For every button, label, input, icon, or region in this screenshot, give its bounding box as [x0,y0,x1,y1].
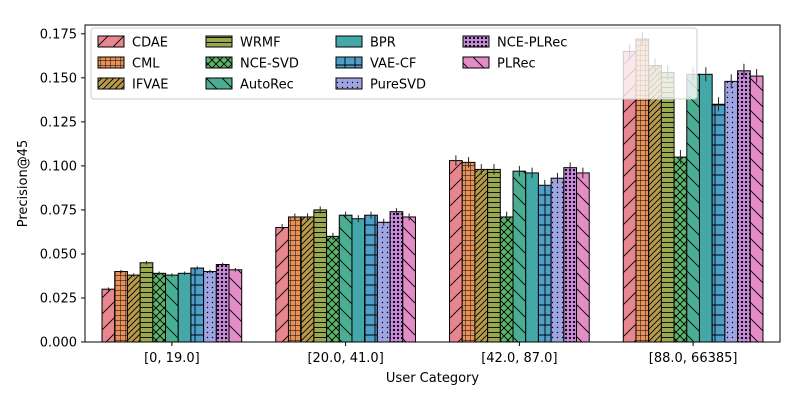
legend-label: CDAE [132,36,168,51]
bar [487,168,501,343]
bar [139,262,154,343]
bar [737,70,751,343]
legend-swatch [462,56,490,69]
bar [215,264,230,343]
bar [449,160,463,343]
bar [499,216,514,343]
legend-swatch [205,56,233,69]
bar [300,216,315,343]
bar [537,184,552,343]
bar [576,172,590,343]
legend-item: AutoRec [205,77,294,93]
legend-label: NCE-PLRec [497,36,567,51]
bar [660,72,675,343]
legend: CDAE CML IFVAE WRMF NCE-SVD AutoRec BPR VAE-CF P… [90,27,698,100]
y-tick-label: 0.150 [40,71,77,86]
axes-spine [84,24,781,343]
bar [338,214,353,343]
legend-label: CML [132,57,160,72]
y-tick-label: 0.025 [40,291,77,306]
legend-item: NCE-SVD [205,56,299,72]
legend-item: VAE-CF [335,56,416,72]
bar [313,209,328,343]
bar [364,214,378,343]
legend-item: PLRec [462,56,536,72]
bar [152,272,167,343]
legend-item: NCE-PLRec [462,35,567,51]
y-tick-label: 0.125 [40,115,77,130]
x-tick-label: [20.0, 41.0] [307,351,383,366]
bar [326,235,340,343]
bar [563,167,578,343]
bar [698,73,713,343]
bar [203,271,217,343]
bar [673,156,688,343]
legend-swatch [335,35,363,48]
x-tick-label: [88.0, 66385] [649,351,738,366]
y-tick-label: 0.100 [40,159,77,174]
bar [402,216,416,343]
x-tick-label: [42.0, 87.0] [481,351,557,366]
y-tick-label: 0.050 [40,247,77,262]
bar [724,80,739,343]
legend-swatch [97,77,125,90]
legend-swatch [462,35,490,48]
legend-item: CML [97,56,160,72]
bar [177,272,192,343]
y-tick-label: 0.175 [40,27,77,42]
legend-swatch [335,77,363,90]
x-tick-label: [0, 19.0] [144,351,200,366]
legend-swatch [97,35,125,48]
bar [389,211,404,343]
legend-label: BPR [370,36,396,51]
bar [686,73,700,343]
legend-label: NCE-SVD [240,57,299,72]
legend-item: PureSVD [335,77,426,93]
axes-border [84,24,781,343]
legend-label: IFVAE [132,78,168,93]
legend-label: VAE-CF [370,57,416,72]
bar [376,221,391,343]
bar [190,267,205,343]
bar [114,271,128,343]
bar [101,288,116,343]
bar [474,168,489,343]
y-tick-label: 0.075 [40,203,77,218]
bar [648,65,662,343]
bar [351,218,366,343]
bar [525,172,539,343]
legend-swatch [335,56,363,69]
legend-label: WRMF [240,36,281,51]
bar [749,75,764,343]
y-axis-label: Precision@45 [16,140,31,228]
legend-swatch [205,35,233,48]
x-axis: [0, 19.0] [20.0, 41.0] [42.0, 87.0] [88.0, … [144,342,737,366]
legend-item: IFVAE [97,77,168,93]
bar [287,216,302,343]
bar [711,103,726,343]
bar [165,274,179,343]
x-axis-label: User Category [386,371,479,386]
bar [550,177,565,343]
legend-swatch [205,77,233,90]
legend-swatch [97,56,125,69]
bar [228,269,243,343]
legend-label: AutoRec [240,78,294,93]
legend-frame [90,27,698,100]
bar [512,170,527,343]
legend-item: CDAE [97,35,168,51]
legend-item: BPR [335,35,396,51]
y-tick-label: 0.000 [40,336,77,351]
legend-item: WRMF [205,35,281,51]
bar [275,227,289,343]
bar [126,274,141,343]
legend-label: PureSVD [370,78,426,93]
bar [461,161,476,343]
y-axis: 0.000 0.025 0.050 0.075 0.100 0.125 0.150 0.175 [40,27,85,351]
legend-label: PLRec [497,57,536,72]
